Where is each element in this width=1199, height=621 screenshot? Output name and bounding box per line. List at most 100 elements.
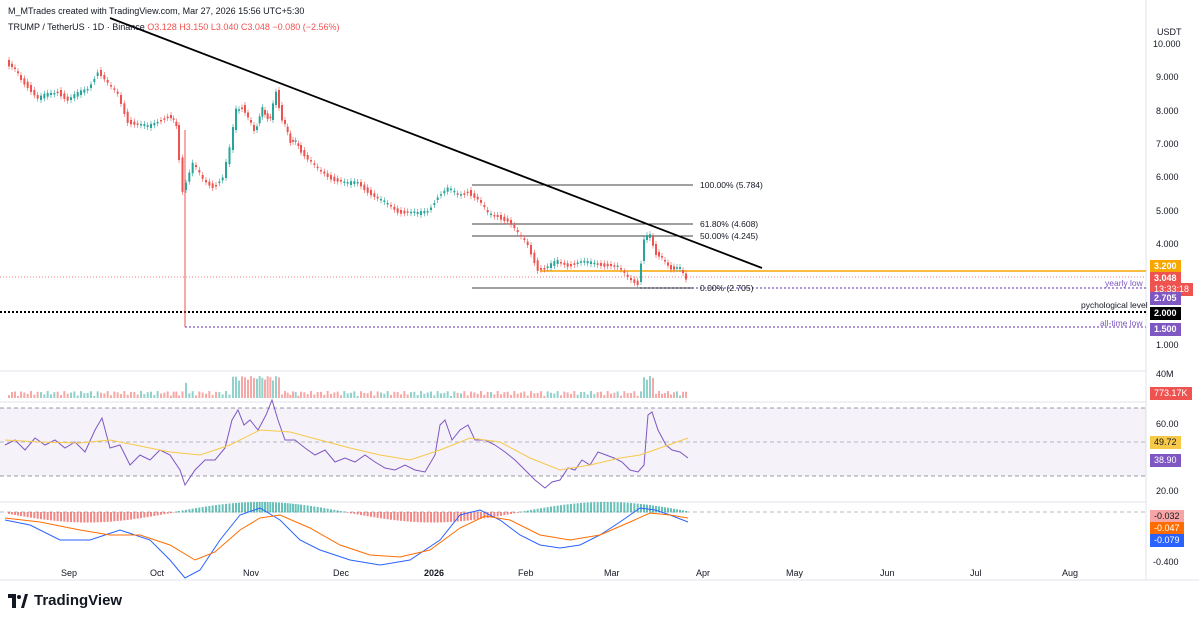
- candle-body: [36, 95, 39, 99]
- volume-bar: [646, 379, 648, 398]
- tradingview-brand[interactable]: TradingView: [8, 592, 122, 609]
- candle-body: [198, 170, 201, 173]
- candle-body: [86, 88, 89, 91]
- candle-body: [540, 268, 542, 270]
- volume-bar: [623, 391, 626, 398]
- volume-bar: [500, 394, 502, 398]
- volume-bar: [292, 391, 294, 398]
- volume-bar: [244, 377, 246, 398]
- candle-body: [247, 112, 249, 118]
- volume-bar: [284, 391, 286, 398]
- volume-bar: [606, 391, 609, 398]
- downtrend-line[interactable]: [109, 17, 763, 269]
- macd-hist-bar: [573, 503, 576, 513]
- candle-body: [221, 177, 224, 181]
- volume-bar: [23, 392, 26, 398]
- macd-hist-bar: [150, 512, 152, 517]
- candle-body: [120, 95, 122, 104]
- volume-bar: [406, 394, 409, 398]
- candle-body: [473, 193, 476, 198]
- candle-body: [658, 252, 660, 257]
- fib-label-0: 0.00% (2.705): [700, 283, 754, 293]
- volume-bar: [363, 392, 366, 398]
- macd-hist-bar: [649, 505, 651, 513]
- macd-hist-bar: [553, 506, 556, 513]
- volume-bar: [655, 393, 657, 398]
- psych-level-annotation: pychological level: [1081, 300, 1148, 310]
- psych-level-badge: 2.000: [1150, 307, 1181, 320]
- time-tick: Dec: [333, 568, 350, 578]
- volume-bar: [116, 392, 119, 398]
- volume-bar: [323, 394, 326, 398]
- macd-hist-bar: [633, 503, 636, 513]
- candle-body: [163, 118, 166, 120]
- price-tick: 6.000: [1156, 172, 1179, 182]
- volume-bar: [289, 394, 292, 398]
- volume-bar: [313, 394, 316, 398]
- candle-body: [232, 127, 234, 150]
- macd-hist-bar: [292, 503, 294, 513]
- macd-hist-bar: [133, 512, 136, 520]
- volume-bar: [664, 393, 666, 398]
- volume-bar: [373, 395, 376, 398]
- macd-hist-bar: [297, 504, 300, 513]
- volume-bar: [53, 392, 56, 398]
- symbol-legend[interactable]: TRUMP / TetherUS · 1D · Binance O3.128 H…: [8, 22, 339, 32]
- macd-hist-bar: [310, 505, 312, 513]
- candle-body: [178, 125, 180, 161]
- candle-body: [30, 85, 32, 93]
- macd-hist-bar: [172, 512, 175, 513]
- macd-hist-bar: [221, 504, 224, 513]
- candle-body: [323, 171, 326, 174]
- price-tick: 8.000: [1156, 106, 1179, 116]
- volume-bar: [403, 391, 406, 398]
- macd-hist-bar: [503, 512, 506, 516]
- candle-body: [156, 121, 159, 124]
- macd-hist-bar: [570, 503, 572, 513]
- all-time-low-annotation: all-time low: [1100, 318, 1143, 328]
- volume-bar: [336, 391, 339, 398]
- macd-hist-bar: [86, 512, 89, 523]
- volume-bar: [153, 395, 156, 398]
- macd-hist-bar: [23, 512, 26, 517]
- rsi-ma-line: [4, 429, 689, 471]
- volume-bar: [133, 391, 136, 398]
- volume-series: [8, 376, 687, 398]
- candle-body: [533, 252, 536, 264]
- candle-body: [616, 265, 619, 268]
- candle-body: [100, 70, 102, 77]
- candle-body: [218, 181, 221, 184]
- candle-body: [456, 193, 459, 195]
- volume-badge: 773.17K: [1150, 387, 1192, 400]
- candle-body: [523, 238, 526, 240]
- volume-bar: [616, 391, 619, 398]
- volume-bar: [73, 391, 76, 398]
- volume-bar: [353, 391, 356, 398]
- macd-hist-bar: [664, 507, 666, 513]
- macd-hist-bar: [410, 512, 412, 522]
- macd-hist-bar: [170, 512, 172, 514]
- volume-bar: [453, 391, 456, 398]
- macd-hist-bar: [620, 502, 622, 513]
- candle-body: [470, 190, 472, 196]
- candle-body: [426, 211, 429, 213]
- candle-body: [396, 208, 399, 213]
- candle-body: [306, 155, 309, 160]
- macd-hist-bar: [630, 503, 632, 513]
- macd-hist-bar: [66, 512, 69, 522]
- time-tick: Sep: [61, 568, 78, 578]
- time-tick: May: [786, 568, 804, 578]
- volume-bar: [383, 393, 386, 398]
- currency-label[interactable]: USDT: [1157, 27, 1182, 37]
- macd-hist-bar: [370, 512, 372, 517]
- volume-bar: [556, 391, 559, 398]
- candle-body: [603, 263, 606, 267]
- candle-body: [343, 181, 346, 183]
- candle-body: [350, 181, 352, 185]
- volume-bar: [393, 391, 396, 398]
- macd-hist-bar: [76, 512, 79, 523]
- volume-bar: [573, 391, 576, 398]
- candle-body: [33, 90, 36, 96]
- symbol-pair[interactable]: TRUMP / TetherUS · 1D · Binance: [8, 22, 145, 32]
